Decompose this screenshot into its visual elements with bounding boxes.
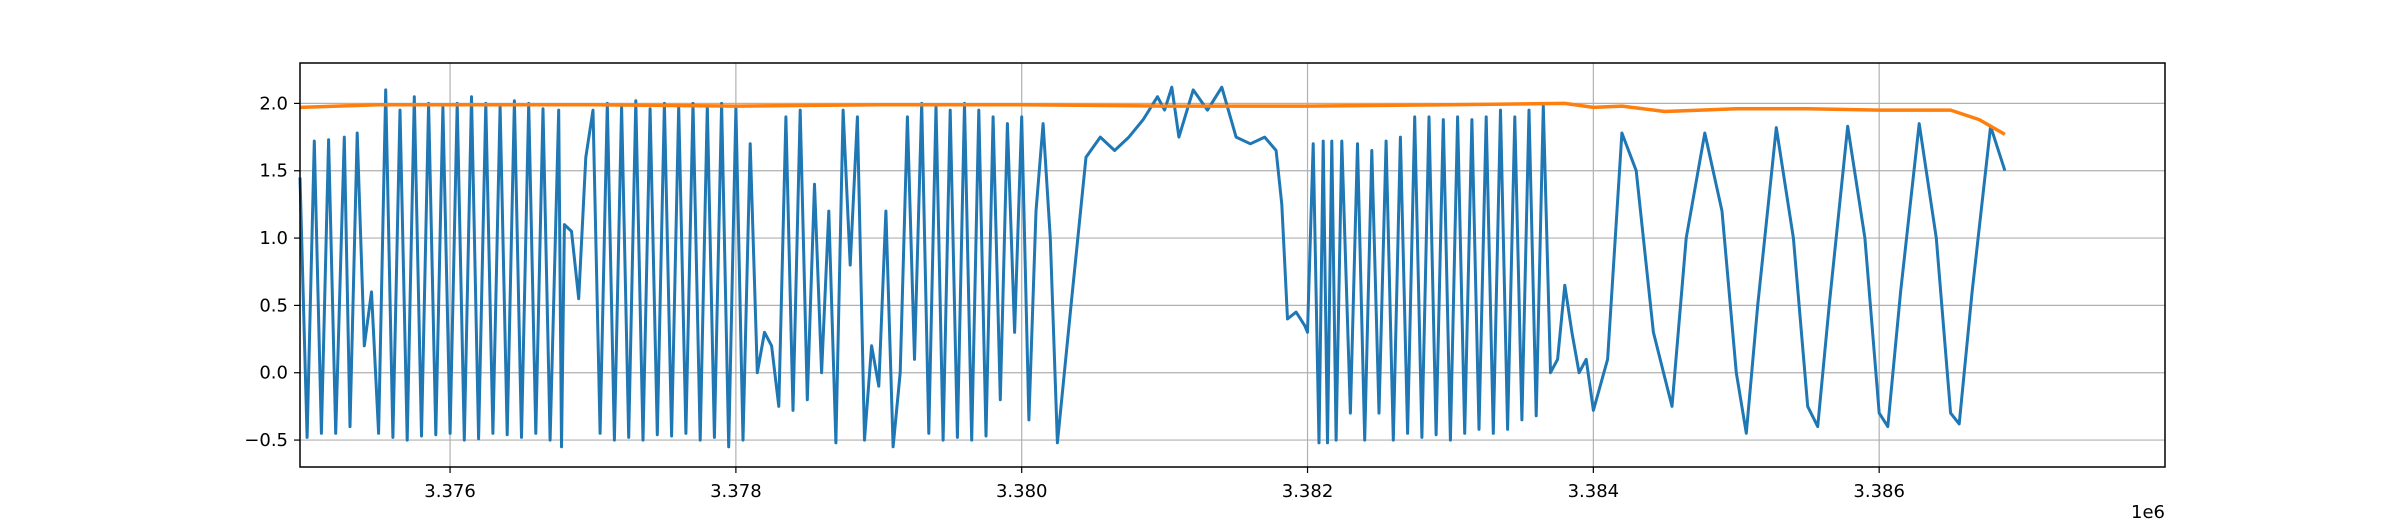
x-tick-label: 3.384 bbox=[1568, 481, 1620, 502]
x-tick-label: 3.378 bbox=[710, 481, 762, 502]
x-tick-label: 3.382 bbox=[1282, 481, 1334, 502]
series-line-2 bbox=[299, 101, 2006, 136]
x-tick-label: 3.376 bbox=[424, 481, 476, 502]
axis-ticks: 3.376 3.378 3.380 3.382 3.384 3.386 −0.5 0.0 0.5… bbox=[244, 93, 1905, 502]
series-line-1 bbox=[298, 85, 2007, 449]
series-layer bbox=[298, 85, 2007, 449]
x-tick-label: 3.380 bbox=[996, 481, 1048, 502]
x-tick-label: 3.386 bbox=[1853, 481, 1905, 502]
y-tick-label: 1.0 bbox=[259, 228, 288, 249]
x-offset-label: 1e6 bbox=[2131, 502, 2165, 523]
y-tick-label: −0.5 bbox=[244, 430, 288, 451]
y-tick-label: 0.0 bbox=[259, 363, 288, 384]
y-tick-label: 2.0 bbox=[259, 93, 288, 114]
y-tick-label: 0.5 bbox=[259, 295, 288, 316]
plot-frame bbox=[299, 62, 2166, 468]
y-tick-label: 1.5 bbox=[259, 161, 288, 182]
